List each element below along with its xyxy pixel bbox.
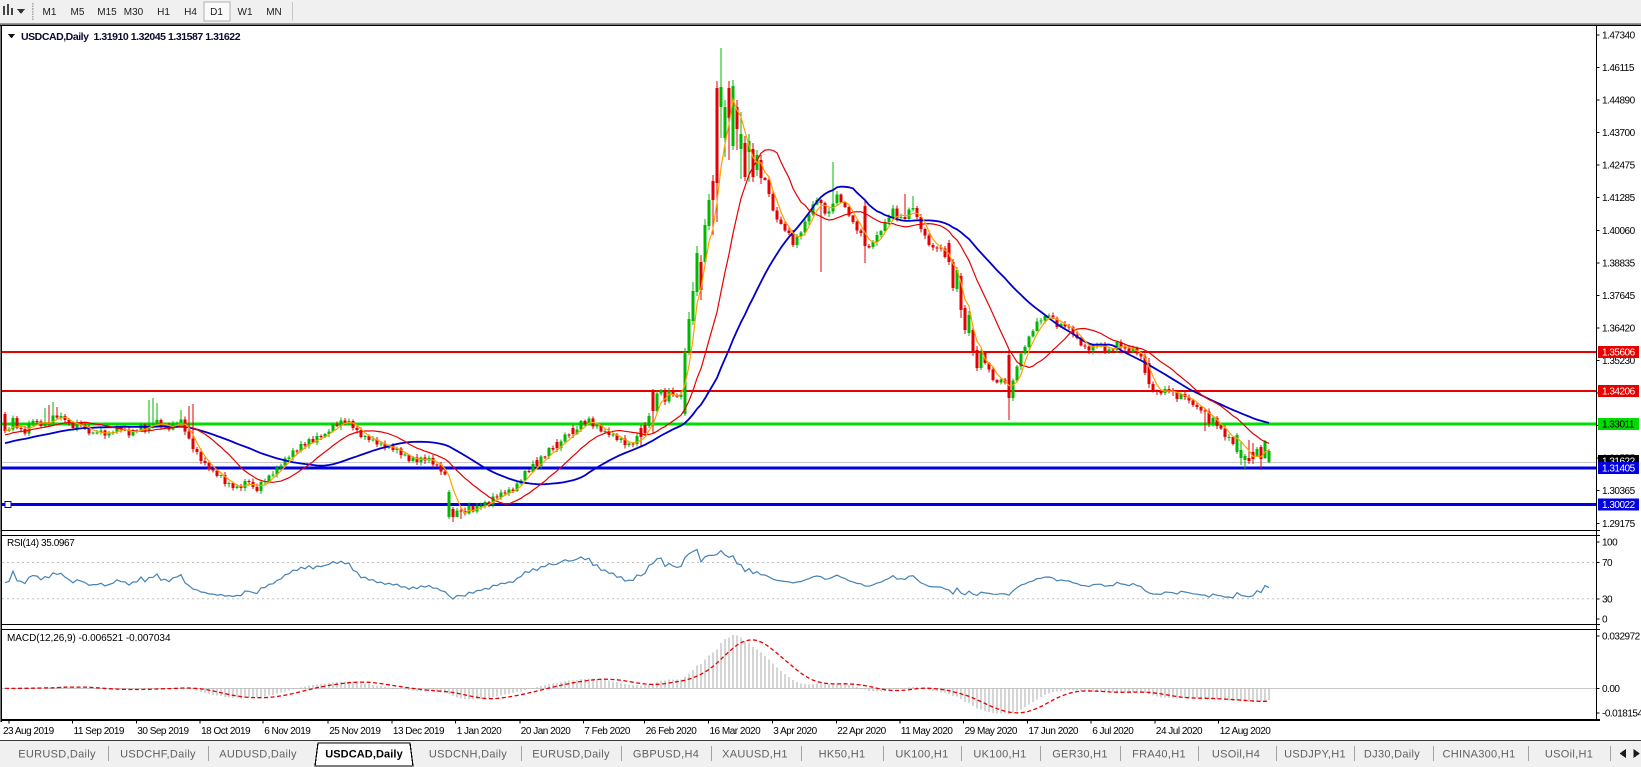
svg-text:1.47340: 1.47340 bbox=[1602, 31, 1636, 42]
svg-text:M5: M5 bbox=[71, 7, 85, 18]
svg-text:25 Nov 2019: 25 Nov 2019 bbox=[329, 726, 381, 737]
svg-text:1.35606: 1.35606 bbox=[1602, 348, 1636, 359]
svg-text:HK50,H1: HK50,H1 bbox=[819, 749, 866, 761]
svg-text:100: 100 bbox=[1602, 538, 1618, 549]
svg-text:USDJPY,H1: USDJPY,H1 bbox=[1284, 749, 1346, 761]
svg-text:USOil,H4: USOil,H4 bbox=[1212, 749, 1260, 761]
svg-text:USDCHF,Daily: USDCHF,Daily bbox=[120, 749, 196, 761]
svg-text:USDCAD,Daily: USDCAD,Daily bbox=[325, 749, 403, 761]
svg-text:1.30022: 1.30022 bbox=[1602, 500, 1636, 511]
svg-text:1.36420: 1.36420 bbox=[1602, 323, 1636, 334]
svg-text:W1: W1 bbox=[238, 7, 253, 18]
svg-text:22 Apr 2020: 22 Apr 2020 bbox=[837, 726, 886, 737]
svg-text:0: 0 bbox=[1602, 615, 1608, 626]
svg-text:GBPUSD,H4: GBPUSD,H4 bbox=[633, 749, 699, 761]
svg-text:30: 30 bbox=[1602, 594, 1613, 605]
svg-text:1 Jan 2020: 1 Jan 2020 bbox=[457, 726, 502, 737]
svg-text:70: 70 bbox=[1602, 558, 1613, 569]
svg-text:RSI(14) 35.0967: RSI(14) 35.0967 bbox=[7, 538, 75, 549]
svg-text:UK100,H1: UK100,H1 bbox=[895, 749, 948, 761]
svg-text:11 Sep 2019: 11 Sep 2019 bbox=[74, 726, 125, 737]
svg-text:3 Apr 2020: 3 Apr 2020 bbox=[773, 726, 817, 737]
svg-text:XAUUSD,H1: XAUUSD,H1 bbox=[722, 749, 788, 761]
svg-text:USOil,H1: USOil,H1 bbox=[1545, 749, 1593, 761]
svg-text:18 Oct 2019: 18 Oct 2019 bbox=[201, 726, 251, 737]
svg-text:0.032972: 0.032972 bbox=[1602, 632, 1641, 643]
svg-text:20 Jan 2020: 20 Jan 2020 bbox=[521, 726, 571, 737]
svg-text:AUDUSD,Daily: AUDUSD,Daily bbox=[219, 749, 297, 761]
svg-text:EURUSD,Daily: EURUSD,Daily bbox=[18, 749, 96, 761]
svg-text:6 Nov 2019: 6 Nov 2019 bbox=[264, 726, 311, 737]
svg-text:11 May 2020: 11 May 2020 bbox=[901, 726, 954, 737]
svg-text:12 Aug 2020: 12 Aug 2020 bbox=[1220, 726, 1272, 737]
svg-text:H4: H4 bbox=[184, 7, 197, 18]
svg-text:1.46115: 1.46115 bbox=[1602, 63, 1635, 74]
svg-text:-0.018154: -0.018154 bbox=[1602, 709, 1641, 720]
svg-text:MN: MN bbox=[266, 7, 282, 18]
svg-text:CHINA300,H1: CHINA300,H1 bbox=[1443, 749, 1516, 761]
svg-text:1.33011: 1.33011 bbox=[1602, 420, 1635, 431]
svg-text:6 Jul 2020: 6 Jul 2020 bbox=[1092, 726, 1134, 737]
svg-text:USDCNH,Daily: USDCNH,Daily bbox=[429, 749, 507, 761]
svg-text:1.37645: 1.37645 bbox=[1602, 291, 1636, 302]
svg-text:FRA40,H1: FRA40,H1 bbox=[1132, 749, 1186, 761]
svg-text:1.30365: 1.30365 bbox=[1602, 486, 1636, 497]
svg-text:M1: M1 bbox=[43, 7, 57, 18]
svg-text:USDCAD,Daily 1.31910 1.32045: USDCAD,Daily 1.31910 1.32045 1.31587 1.3… bbox=[21, 31, 241, 43]
svg-text:1.43700: 1.43700 bbox=[1602, 128, 1636, 139]
svg-text:UK100,H1: UK100,H1 bbox=[973, 749, 1026, 761]
svg-text:0.00: 0.00 bbox=[1602, 684, 1620, 695]
svg-text:EURUSD,Daily: EURUSD,Daily bbox=[532, 749, 610, 761]
svg-text:17 Jun 2020: 17 Jun 2020 bbox=[1028, 726, 1078, 737]
svg-text:1.40060: 1.40060 bbox=[1602, 226, 1636, 237]
svg-text:23 Aug 2019: 23 Aug 2019 bbox=[3, 726, 55, 737]
svg-text:1.34206: 1.34206 bbox=[1602, 387, 1636, 398]
svg-text:M30: M30 bbox=[124, 7, 144, 18]
svg-text:1.31405: 1.31405 bbox=[1602, 464, 1636, 475]
svg-text:7 Feb 2020: 7 Feb 2020 bbox=[584, 726, 631, 737]
svg-text:1.38835: 1.38835 bbox=[1602, 258, 1636, 269]
svg-text:D1: D1 bbox=[210, 7, 223, 18]
svg-text:1.42475: 1.42475 bbox=[1602, 161, 1636, 172]
svg-text:GER30,H1: GER30,H1 bbox=[1052, 749, 1108, 761]
svg-text:26 Feb 2020: 26 Feb 2020 bbox=[646, 726, 698, 737]
svg-text:MACD(12,26,9) -0.006521 -0.007: MACD(12,26,9) -0.006521 -0.007034 bbox=[7, 633, 171, 644]
svg-text:30 Sep 2019: 30 Sep 2019 bbox=[137, 726, 189, 737]
svg-text:1.29175: 1.29175 bbox=[1602, 519, 1636, 530]
svg-text:16 Mar 2020: 16 Mar 2020 bbox=[710, 726, 762, 737]
svg-text:24 Jul 2020: 24 Jul 2020 bbox=[1156, 726, 1203, 737]
svg-text:H1: H1 bbox=[157, 7, 170, 18]
svg-text:M15: M15 bbox=[97, 7, 117, 18]
svg-text:1.44890: 1.44890 bbox=[1602, 96, 1636, 107]
svg-text:13 Dec 2019: 13 Dec 2019 bbox=[393, 726, 445, 737]
svg-text:29 May 2020: 29 May 2020 bbox=[965, 726, 1018, 737]
svg-text:1.35230: 1.35230 bbox=[1602, 356, 1636, 367]
svg-text:DJ30,Daily: DJ30,Daily bbox=[1364, 749, 1420, 761]
svg-text:1.41285: 1.41285 bbox=[1602, 193, 1636, 204]
